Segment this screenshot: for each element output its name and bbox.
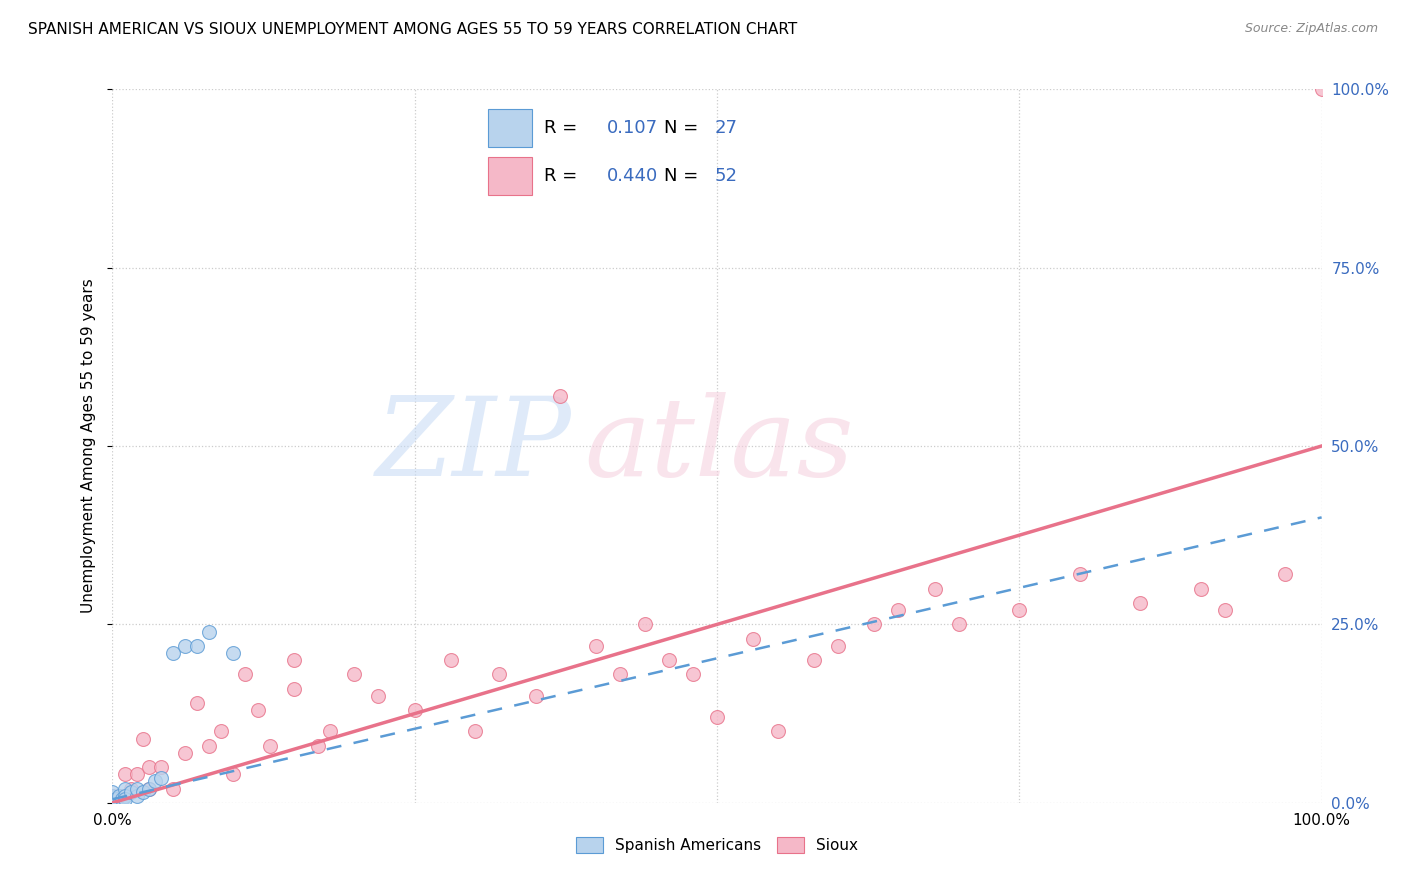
Point [1213, 603, 1236, 617]
Point [948, 617, 970, 632]
Point [125, 789, 148, 803]
Point [1189, 582, 1212, 596]
Point [101, 796, 124, 810]
Point [464, 724, 486, 739]
Point [246, 703, 269, 717]
Point [101, 789, 124, 803]
Point [114, 789, 136, 803]
Point [682, 667, 704, 681]
Point [105, 792, 128, 806]
Point [235, 667, 257, 681]
Point [107, 789, 129, 803]
Point [283, 681, 305, 696]
Point [125, 781, 148, 796]
Point [198, 624, 221, 639]
Point [548, 389, 571, 403]
Text: SPANISH AMERICAN VS SIOUX UNEMPLOYMENT AMONG AGES 55 TO 59 YEARS CORRELATION CHA: SPANISH AMERICAN VS SIOUX UNEMPLOYMENT A… [28, 22, 797, 37]
Point [766, 724, 789, 739]
Point [120, 785, 142, 799]
Point [114, 781, 136, 796]
Point [488, 667, 510, 681]
Point [1129, 596, 1152, 610]
Point [585, 639, 607, 653]
Point [101, 796, 124, 810]
Point [609, 667, 631, 681]
Point [1008, 603, 1031, 617]
Point [138, 781, 160, 796]
Point [706, 710, 728, 724]
Point [120, 781, 142, 796]
Point [307, 739, 329, 753]
Point [101, 790, 124, 805]
Text: ZIP: ZIP [375, 392, 572, 500]
Point [174, 746, 197, 760]
Text: Source: ZipAtlas.com: Source: ZipAtlas.com [1244, 22, 1378, 36]
Point [863, 617, 886, 632]
Point [162, 646, 184, 660]
Point [319, 724, 342, 739]
Point [101, 796, 124, 810]
Point [149, 771, 172, 785]
Legend: Spanish Americans, Sioux: Spanish Americans, Sioux [569, 831, 865, 859]
Text: atlas: atlas [583, 392, 853, 500]
Y-axis label: Unemployment Among Ages 55 to 59 years: Unemployment Among Ages 55 to 59 years [80, 278, 96, 614]
Point [887, 603, 910, 617]
Point [107, 789, 129, 803]
Point [1069, 567, 1091, 582]
Point [111, 792, 134, 806]
Point [162, 781, 184, 796]
Point [101, 794, 124, 808]
Point [742, 632, 765, 646]
Point [114, 792, 136, 806]
Point [633, 617, 655, 632]
Point [1274, 567, 1296, 582]
Point [524, 689, 547, 703]
Point [343, 667, 366, 681]
Point [198, 739, 221, 753]
Point [174, 639, 197, 653]
Point [1310, 82, 1333, 96]
Point [101, 796, 124, 810]
Point [222, 646, 245, 660]
Point [138, 781, 160, 796]
Point [222, 767, 245, 781]
Point [132, 785, 155, 799]
Point [827, 639, 849, 653]
Point [149, 760, 172, 774]
Point [143, 774, 166, 789]
Point [186, 639, 208, 653]
Point [283, 653, 305, 667]
Point [101, 789, 124, 803]
Point [259, 739, 281, 753]
Point [209, 724, 232, 739]
Point [132, 731, 155, 746]
Point [125, 767, 148, 781]
Point [658, 653, 681, 667]
Point [138, 760, 160, 774]
Point [101, 796, 124, 810]
Point [803, 653, 825, 667]
Point [367, 689, 389, 703]
Point [440, 653, 463, 667]
Point [101, 792, 124, 806]
Point [101, 785, 124, 799]
Point [114, 767, 136, 781]
Point [924, 582, 946, 596]
Point [186, 696, 208, 710]
Point [404, 703, 426, 717]
